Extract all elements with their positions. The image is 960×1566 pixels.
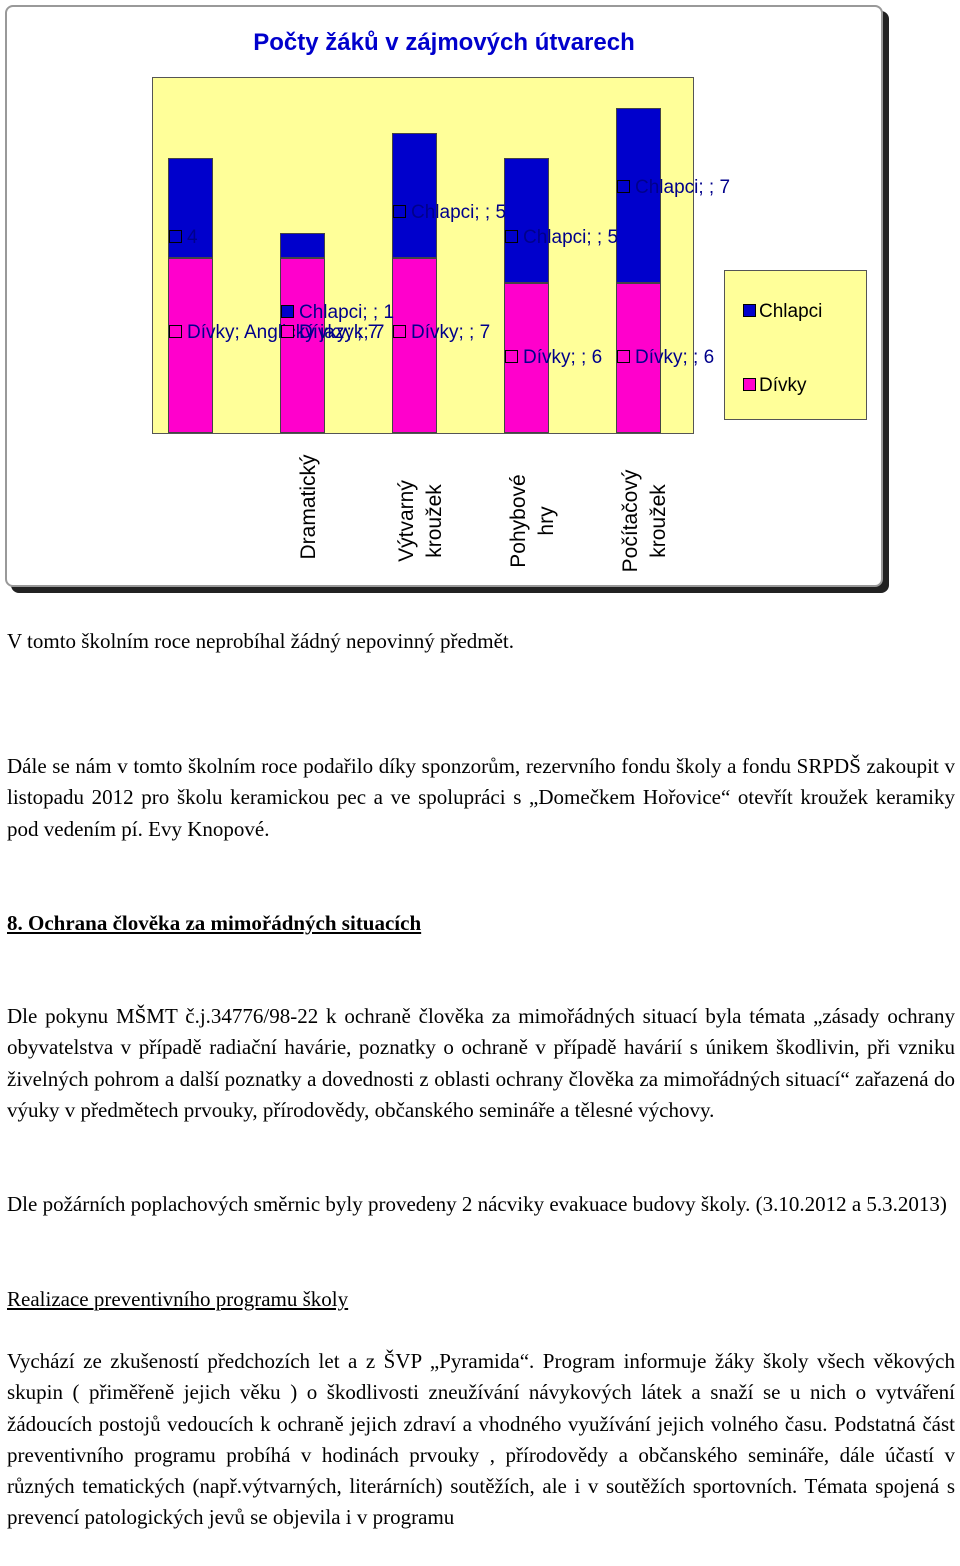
data-label: Chlapci; ; 5	[393, 202, 506, 224]
data-label: Dívky; ; 6	[505, 347, 602, 369]
label-marker	[393, 205, 406, 218]
data-label: Chlapci; ; 1	[281, 302, 394, 324]
x-tick-label: Pohybové hry	[507, 474, 558, 568]
bar	[503, 158, 549, 283]
label-marker	[617, 350, 630, 363]
bar	[615, 108, 661, 283]
paragraph: Vychází ze zkušeností předchozích let a …	[7, 1349, 955, 1530]
label-marker	[281, 305, 294, 318]
heading: 8. Ochrana člověka za mimořádných situac…	[7, 911, 422, 935]
data-label-text: Chlapci; ; 5	[411, 202, 507, 223]
label-marker	[505, 230, 518, 243]
chart-title: Počty žáků v zájmových útvarech	[253, 29, 635, 56]
bar	[391, 133, 437, 258]
label-marker	[505, 350, 518, 363]
data-label-text: Chlapci; ; 1	[299, 302, 395, 323]
data-label: Dívky; ; 7	[281, 322, 378, 344]
label-marker	[169, 325, 182, 338]
legend-label: Dívky	[759, 375, 807, 396]
data-label-text: Dívky; ; 7	[411, 322, 491, 343]
data-label-text: Chlapci; ; 5	[523, 227, 619, 248]
data-label: Chlapci; ; 7	[617, 177, 730, 199]
x-tick-label: Počítačový kroužek	[619, 469, 670, 573]
label-marker	[281, 325, 294, 338]
label-marker	[393, 325, 406, 338]
bar	[167, 258, 213, 433]
paragraph: V tomto školním roce neprobíhal žádný ne…	[7, 629, 515, 653]
data-label-text: Dívky; ; 6	[635, 347, 715, 368]
data-label: Dívky; ; 7	[393, 322, 490, 344]
subheading: Realizace preventivního programu školy	[7, 1287, 349, 1311]
legend-entry: Chlapci	[743, 301, 822, 323]
legend-entry: Dívky	[743, 375, 807, 397]
paragraph: Dle pokynu MŠMT č.j.34776/98-22 k ochran…	[7, 1004, 955, 1122]
paragraph: Dle požárních poplachových směrnic byly …	[7, 1192, 947, 1216]
legend-swatch	[743, 378, 756, 391]
x-tick-label: Výtvarný kroužek	[395, 480, 446, 562]
legend: Chlapci Dívky	[724, 270, 867, 420]
label-marker	[617, 180, 630, 193]
label-marker	[169, 230, 182, 243]
legend-swatch	[743, 304, 756, 317]
chart: Počty žáků v zájmových útvarech Chlapci D…	[5, 5, 883, 587]
x-tick-label: Dramatický	[297, 454, 320, 560]
data-label-text: 4	[187, 227, 198, 248]
data-label: 4	[169, 227, 198, 249]
plot-area	[152, 77, 694, 434]
bar	[279, 233, 325, 258]
data-label: Chlapci; ; 5	[505, 227, 618, 249]
data-label-text: Dívky; ; 6	[523, 347, 603, 368]
paragraph: Dále se nám v tomto školním roce podařil…	[7, 754, 955, 841]
legend-label: Chlapci	[759, 301, 823, 322]
data-label-text: Dívky; ; 7	[299, 322, 379, 343]
data-label-text: Chlapci; ; 7	[635, 177, 731, 198]
bar	[279, 258, 325, 433]
data-label: Dívky; ; 6	[617, 347, 714, 369]
bar	[391, 258, 437, 433]
